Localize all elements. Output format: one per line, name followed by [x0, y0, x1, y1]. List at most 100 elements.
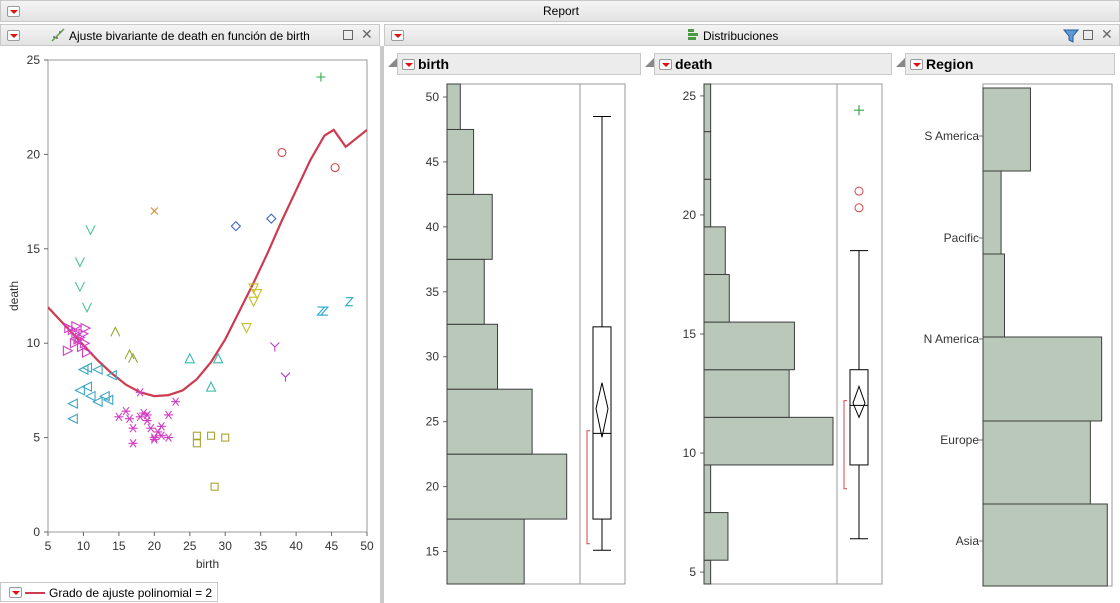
region-bar [982, 336, 1103, 422]
data-point [135, 387, 145, 397]
data-point [251, 289, 263, 300]
data-point [330, 163, 340, 173]
data-point [344, 297, 354, 307]
x-tick-label: 5 [45, 539, 52, 553]
x-tick-label: 50 [360, 539, 374, 553]
histogram-bar [703, 559, 712, 585]
close-icon[interactable]: ✕ [361, 26, 373, 42]
histogram-bar [703, 131, 712, 180]
region-bar [982, 420, 1091, 505]
data-point [74, 385, 85, 396]
region-title: Region [926, 56, 974, 72]
dist-panel-menu-button[interactable] [391, 30, 404, 41]
data-point [248, 283, 259, 295]
outlier-point [854, 186, 864, 196]
region-menu-button[interactable] [910, 59, 923, 70]
category-label: Asia [956, 534, 980, 548]
disclosure-icon[interactable] [896, 58, 905, 67]
data-point [277, 147, 287, 158]
report-menu-button[interactable] [7, 6, 20, 17]
filter-icon[interactable] [1063, 28, 1079, 44]
data-point [125, 414, 135, 424]
birth-title: birth [418, 56, 450, 72]
x-tick-label: 40 [289, 539, 303, 553]
data-point [114, 412, 124, 422]
data-point [266, 213, 277, 224]
data-point [128, 438, 138, 448]
data-point [135, 412, 145, 422]
region-distribution[interactable]: S America Pacific N America Europe Asia [905, 78, 1118, 598]
death-distribution[interactable]: 5 10 15 20 25 [654, 78, 892, 598]
region-bar [982, 253, 1005, 338]
y-tick-label: 15 [426, 545, 440, 559]
fit-legend-menu-button[interactable] [9, 587, 22, 598]
region-outline-header: Region [905, 53, 1115, 75]
data-point [164, 410, 174, 420]
data-point [139, 408, 149, 418]
y-tick-label: 10 [683, 446, 697, 460]
y-axis-label: death [7, 281, 21, 311]
data-point [210, 482, 219, 491]
data-point [91, 364, 103, 376]
birth-menu-button[interactable] [402, 59, 415, 70]
shortest-half-bracket [586, 430, 590, 545]
y-tick-label: 35 [426, 285, 440, 299]
y-tick-label: 15 [683, 327, 697, 341]
birth-distribution[interactable]: 15 20 25 30 35 40 45 50 [397, 78, 641, 598]
histogram-bar [703, 83, 712, 133]
data-point [146, 423, 156, 433]
data-point [149, 435, 159, 444]
region-bar [982, 87, 1031, 172]
x-tick-label: 30 [219, 539, 233, 553]
data-point [316, 72, 326, 82]
histogram-bar [446, 388, 533, 455]
data-point [156, 431, 166, 441]
y-tick-label: 50 [426, 90, 440, 104]
plot-frame [47, 59, 368, 533]
histogram-bar [446, 453, 568, 520]
x-axis-label: birth [196, 557, 219, 571]
mean-diamond [595, 382, 609, 438]
report-title: Report [542, 4, 580, 18]
fit-line-swatch [25, 592, 45, 594]
histogram-bar [446, 258, 485, 325]
category-label: S America [924, 129, 979, 143]
maximize-icon[interactable] [343, 30, 353, 40]
histogram-bar [703, 464, 712, 514]
data-point [184, 352, 196, 364]
close-icon[interactable]: ✕ [1101, 26, 1113, 42]
plot-area [48, 72, 367, 491]
panel-splitter[interactable] [380, 46, 384, 603]
data-point [192, 439, 201, 448]
disclosure-icon[interactable] [388, 58, 397, 67]
data-point [280, 372, 291, 382]
y-tick-label: 0 [33, 525, 40, 539]
maximize-icon[interactable] [1083, 30, 1093, 40]
data-point [85, 225, 96, 236]
data-point [67, 413, 78, 425]
death-title: death [675, 56, 713, 72]
data-point [128, 423, 138, 433]
histogram-bar [446, 128, 475, 195]
histogram-bar [703, 416, 834, 466]
histogram-bar [446, 83, 461, 130]
fit-panel-menu-button[interactable] [7, 30, 20, 41]
data-point [150, 207, 159, 215]
data-point [269, 342, 280, 352]
data-point [91, 396, 103, 408]
data-point [102, 394, 114, 406]
outlier-point [854, 105, 864, 116]
y-tick-label: 25 [426, 415, 440, 429]
disclosure-icon[interactable] [645, 58, 654, 67]
histogram-bar [703, 273, 730, 323]
data-point [110, 326, 121, 337]
x-tick-label: 10 [77, 539, 91, 553]
dist-panel-header: Distribuciones ✕ [384, 24, 1120, 46]
fit-panel-header: Ajuste bivariante de death en función de… [0, 24, 380, 46]
region-bar [982, 170, 1002, 255]
death-menu-button[interactable] [659, 59, 672, 70]
data-point [248, 296, 259, 308]
histogram-bar [703, 178, 712, 228]
mean-diamond [852, 384, 866, 419]
